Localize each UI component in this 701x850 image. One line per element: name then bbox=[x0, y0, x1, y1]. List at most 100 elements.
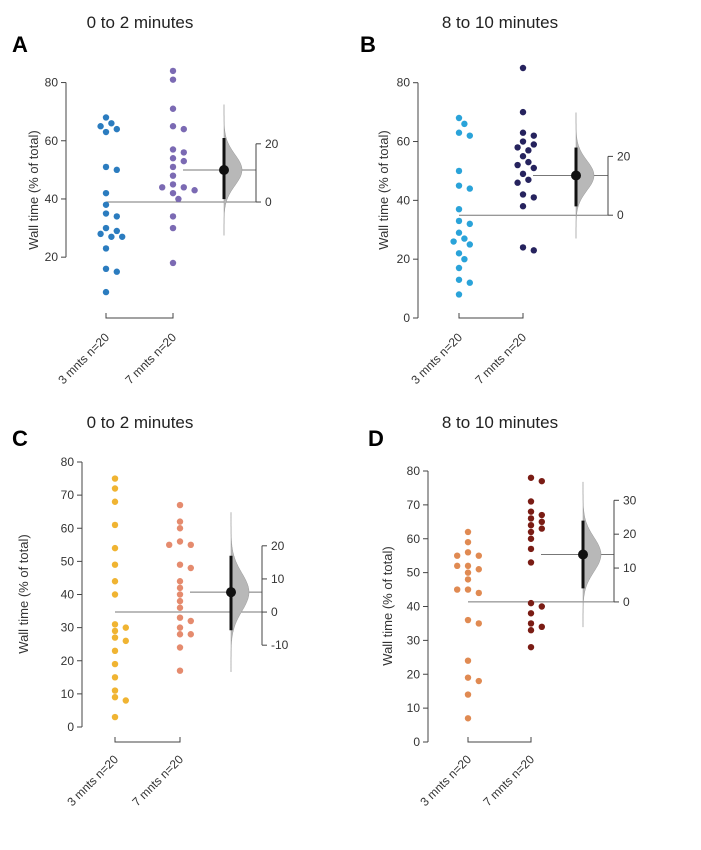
data-point bbox=[538, 623, 545, 631]
y-tick-label: 10 bbox=[407, 701, 421, 715]
data-point bbox=[530, 132, 537, 139]
data-point bbox=[113, 227, 121, 235]
y-tick-label: 40 bbox=[61, 588, 75, 602]
data-point bbox=[461, 235, 468, 242]
data-point bbox=[454, 562, 461, 570]
panel-b: B 8 to 10 minutes Wall time (% of total)… bbox=[360, 13, 631, 387]
data-point bbox=[527, 643, 535, 651]
data-point bbox=[527, 545, 535, 553]
data-point bbox=[527, 528, 535, 536]
data-point bbox=[464, 657, 472, 664]
delta-tick-label: 20 bbox=[271, 539, 285, 553]
data-point bbox=[538, 477, 545, 485]
data-point bbox=[527, 508, 535, 515]
y-tick-label: 10 bbox=[61, 687, 75, 701]
y-tick-label: 60 bbox=[407, 532, 421, 546]
group-label: 7 mnts n=20 bbox=[480, 752, 537, 809]
y-axis-title-c: Wall time (% of total) bbox=[16, 534, 31, 653]
data-point bbox=[455, 264, 463, 272]
data-point bbox=[530, 164, 537, 172]
data-point bbox=[455, 129, 463, 136]
data-point bbox=[169, 123, 177, 130]
y-tick-label: 70 bbox=[407, 498, 421, 512]
data-point bbox=[169, 259, 177, 267]
y-tick-label: 20 bbox=[397, 252, 411, 266]
data-point bbox=[176, 667, 184, 674]
data-point bbox=[122, 697, 129, 704]
bootstrap-distribution bbox=[223, 104, 243, 236]
panel-c: C 0 to 2 minutes Wall time (% of total) … bbox=[12, 413, 289, 809]
data-point bbox=[475, 677, 482, 685]
delta-tick-label: 0 bbox=[265, 195, 272, 209]
plot-c: 0 10 20 30 40 50 60 70 80 -10 0 10 20 3 mnts n=20 7 mn… bbox=[61, 455, 289, 809]
data-point bbox=[464, 569, 472, 576]
data-point bbox=[527, 498, 535, 505]
data-point bbox=[111, 713, 119, 721]
data-point bbox=[111, 693, 119, 701]
delta-mean-dot bbox=[578, 549, 588, 560]
data-point bbox=[464, 616, 472, 624]
data-point bbox=[97, 230, 104, 238]
y-tick-label: 70 bbox=[61, 488, 75, 502]
data-point bbox=[102, 163, 110, 171]
data-point bbox=[169, 224, 177, 232]
delta-tick-label: 20 bbox=[617, 149, 631, 163]
group-label: 7 mnts n=20 bbox=[122, 330, 179, 387]
group-bracket bbox=[114, 737, 181, 743]
data-point bbox=[111, 544, 119, 552]
group-label: 3 mnts n=20 bbox=[55, 330, 112, 387]
data-point bbox=[455, 114, 463, 122]
data-point bbox=[519, 203, 527, 210]
data-point bbox=[111, 634, 119, 641]
y-tick-label: 20 bbox=[61, 654, 75, 668]
data-point bbox=[464, 549, 472, 556]
data-point bbox=[111, 498, 119, 505]
data-point bbox=[111, 578, 119, 585]
data-point bbox=[464, 674, 472, 681]
delta-mean-dot bbox=[219, 165, 229, 176]
data-point bbox=[102, 114, 110, 121]
data-point bbox=[527, 599, 535, 607]
group-label: 3 mnts n=20 bbox=[408, 330, 465, 387]
data-point bbox=[527, 522, 535, 529]
panel-letter-c: C bbox=[12, 426, 28, 451]
data-point bbox=[519, 138, 527, 145]
data-point bbox=[176, 538, 184, 545]
data-point bbox=[111, 485, 119, 492]
data-point bbox=[111, 621, 119, 628]
delta-tick-label: 0 bbox=[271, 605, 278, 619]
delta-tick-label: 0 bbox=[617, 208, 624, 222]
bootstrap-distribution bbox=[575, 112, 595, 239]
panel-letter-a: A bbox=[12, 32, 28, 57]
data-point bbox=[475, 620, 482, 627]
data-point bbox=[111, 591, 119, 598]
data-point bbox=[176, 614, 184, 621]
data-point bbox=[464, 715, 472, 722]
y-tick-label: 20 bbox=[407, 667, 421, 681]
data-point bbox=[466, 132, 473, 139]
y-axis-title-b: Wall time (% of total) bbox=[376, 130, 391, 249]
data-point bbox=[169, 189, 177, 197]
data-point bbox=[527, 515, 535, 522]
data-point bbox=[538, 603, 545, 610]
data-point bbox=[102, 245, 110, 252]
plot-d: 0 10 20 30 40 50 60 70 80 0 10 20 30 3 mnts n=20 7 mnt… bbox=[407, 464, 637, 809]
data-point bbox=[519, 244, 527, 251]
data-point bbox=[111, 561, 119, 568]
data-point bbox=[176, 578, 184, 585]
data-point bbox=[176, 561, 184, 568]
panel-title-b: 8 to 10 minutes bbox=[442, 13, 558, 32]
y-axis-title-d: Wall time (% of total) bbox=[380, 546, 395, 665]
y-tick-label: 50 bbox=[61, 554, 75, 568]
data-point bbox=[466, 241, 473, 248]
data-point bbox=[455, 291, 463, 298]
data-point bbox=[464, 586, 472, 593]
group-bracket bbox=[467, 737, 532, 743]
data-point bbox=[176, 591, 184, 598]
data-point bbox=[180, 157, 187, 165]
data-point bbox=[111, 521, 119, 529]
panel-d: D 8 to 10 minutes Wall time (% of total)… bbox=[368, 413, 637, 809]
data-point bbox=[527, 620, 535, 627]
data-point bbox=[97, 123, 104, 130]
data-point bbox=[102, 128, 110, 136]
